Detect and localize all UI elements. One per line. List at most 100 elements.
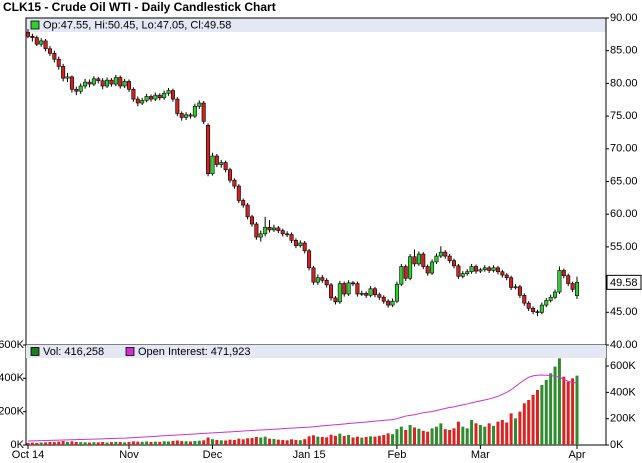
volume-bar bbox=[237, 438, 241, 445]
last-price-box bbox=[606, 274, 642, 290]
volume-bar bbox=[531, 395, 535, 445]
volume-bar bbox=[285, 440, 289, 445]
volume-bar bbox=[272, 439, 276, 445]
candle-body bbox=[421, 253, 426, 267]
candle-body bbox=[473, 266, 478, 272]
candle-body bbox=[135, 98, 140, 104]
candle-body bbox=[228, 169, 233, 181]
y-tick-label: 55.00 bbox=[610, 241, 638, 253]
volume-bar bbox=[175, 440, 179, 445]
volume-bar bbox=[408, 425, 412, 445]
volume-bar bbox=[171, 441, 175, 445]
candle-body bbox=[249, 216, 254, 225]
candle-body bbox=[487, 267, 492, 271]
volume-bar bbox=[483, 426, 487, 445]
volume-bar bbox=[461, 426, 465, 445]
candle-body bbox=[30, 36, 35, 38]
candle-body bbox=[258, 233, 263, 238]
volume-bar bbox=[311, 435, 315, 445]
volume-bar bbox=[149, 442, 153, 445]
y-tick-label: 80.00 bbox=[610, 77, 638, 89]
volume-bar bbox=[426, 431, 430, 445]
volume-bar bbox=[189, 441, 193, 445]
candle-body bbox=[460, 273, 465, 277]
volume-bar bbox=[136, 441, 140, 445]
volume-bar bbox=[294, 440, 298, 445]
candle-body bbox=[25, 32, 30, 37]
candle-body bbox=[232, 179, 237, 187]
volume-bar bbox=[79, 442, 83, 445]
volume-bar bbox=[145, 441, 149, 445]
volume-bar bbox=[96, 442, 100, 445]
volume-bar bbox=[241, 439, 245, 445]
volume-bar bbox=[399, 426, 403, 445]
candle-body bbox=[52, 53, 57, 60]
candle-body bbox=[144, 96, 149, 101]
x-tick-label: Jan 15 bbox=[293, 449, 326, 461]
volume-bar bbox=[197, 440, 201, 445]
candle-body bbox=[214, 155, 219, 165]
candle-body bbox=[544, 300, 549, 306]
candle-body bbox=[236, 185, 241, 201]
volume-bar bbox=[202, 440, 206, 445]
x-tick-label: Dec bbox=[203, 449, 223, 461]
candle-body bbox=[219, 162, 224, 165]
volume-bar bbox=[342, 436, 346, 445]
candle-body bbox=[320, 277, 325, 281]
volume-bar bbox=[575, 375, 579, 445]
volume-bar bbox=[386, 433, 390, 445]
legend-strip bbox=[26, 18, 606, 32]
candle-body bbox=[390, 300, 395, 306]
volume-bar bbox=[377, 435, 381, 445]
volume-bar bbox=[74, 442, 78, 445]
candle-body bbox=[574, 282, 579, 296]
volume-bar bbox=[566, 381, 570, 445]
volume-bar bbox=[562, 376, 566, 445]
volume-bar bbox=[355, 436, 359, 445]
candle-body bbox=[517, 286, 522, 296]
volume-bar bbox=[268, 438, 272, 445]
volume-bar bbox=[527, 400, 531, 445]
volume-bar bbox=[140, 441, 144, 445]
candle-body bbox=[201, 102, 206, 122]
volume-bar bbox=[535, 390, 539, 445]
candle-body bbox=[434, 255, 439, 263]
candle-body bbox=[140, 100, 145, 104]
volume-bar bbox=[131, 441, 135, 445]
volume-bar bbox=[184, 441, 188, 445]
volume-bar bbox=[246, 438, 250, 445]
volume-bar bbox=[254, 437, 258, 445]
volume-bar bbox=[369, 436, 373, 445]
candle-body bbox=[324, 279, 329, 286]
candle-body bbox=[162, 92, 167, 99]
candle-body bbox=[74, 88, 79, 92]
candle-body bbox=[425, 266, 430, 274]
volume-bar bbox=[87, 442, 91, 445]
candle-body bbox=[179, 113, 184, 118]
volume-bar bbox=[276, 439, 280, 445]
candle-body bbox=[351, 282, 356, 285]
volume-bar bbox=[553, 366, 557, 445]
candle-body bbox=[346, 282, 351, 295]
last-price-label: 49.58 bbox=[610, 277, 638, 289]
candle-body bbox=[245, 204, 250, 218]
candle-body bbox=[359, 293, 364, 295]
candle-body bbox=[223, 162, 228, 171]
candle-body bbox=[206, 124, 211, 174]
volume-bar bbox=[127, 442, 131, 445]
volume-bar bbox=[307, 436, 311, 445]
candle-body bbox=[175, 98, 180, 114]
candle-body bbox=[311, 267, 316, 283]
volume-bar bbox=[193, 441, 197, 445]
volume-bar bbox=[465, 428, 469, 445]
volume-bar bbox=[452, 428, 456, 445]
x-tick-label: Apr bbox=[568, 449, 585, 461]
volume-bar bbox=[421, 430, 425, 445]
candle-body bbox=[166, 90, 171, 94]
volume-bar bbox=[66, 441, 70, 445]
candle-body bbox=[184, 114, 189, 118]
volume-bar bbox=[487, 423, 491, 445]
volume-bar bbox=[167, 441, 171, 445]
candle-body bbox=[267, 226, 272, 231]
